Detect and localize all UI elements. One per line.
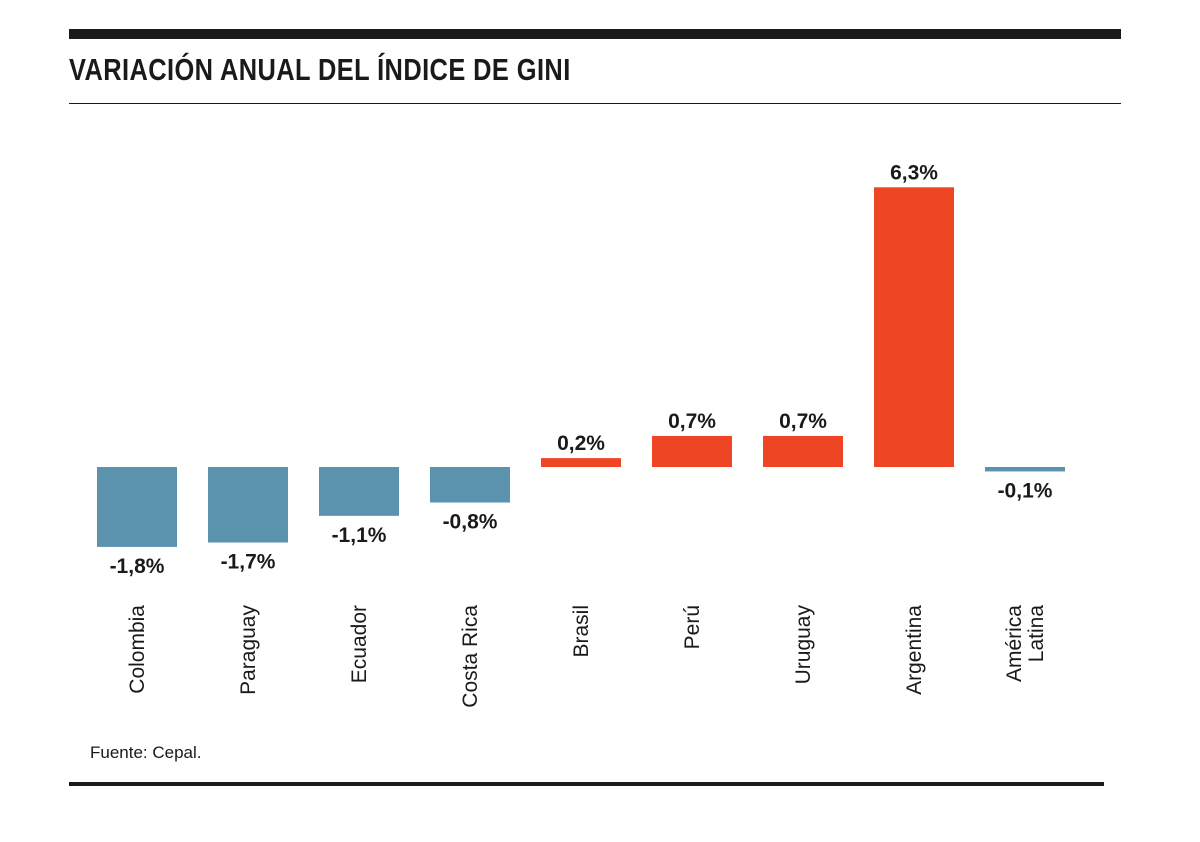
value-label-costa-rica: -0,8% [443,511,498,534]
category-label-line: Brasil [570,605,593,658]
category-label-brasil: Brasil [570,605,593,658]
bar-america-latina [985,467,1065,472]
bar-colombia [97,467,177,547]
value-label-ecuador: -1,1% [332,524,387,547]
category-label-line: Latina [1025,605,1048,663]
category-label-uruguay: Uruguay [792,605,815,685]
category-label-america-latina: América Latina [1003,605,1048,682]
category-label-argentina: Argentina [903,605,926,695]
category-label-ecuador: Ecuador [348,605,371,683]
source-note: Fuente: Cepal. [90,743,202,762]
category-label-peru: Perú [681,605,704,649]
category-label-line: Costa Rica [459,605,482,708]
value-label-colombia: -1,8% [110,555,165,578]
category-label-line: Paraguay [237,605,260,695]
value-label-peru: 0,7% [668,410,716,433]
category-label-line: Perú [681,605,704,649]
value-label-argentina: 6,3% [890,161,938,184]
bar-brasil [541,458,621,467]
bar-uruguay [763,435,843,467]
bar-ecuador [319,467,399,516]
title-rule [69,103,1121,104]
chart-title: VARIACIÓN ANUAL DEL ÍNDICE DE GINI [69,52,571,87]
top-rule [69,29,1121,39]
bar-paraguay [208,467,288,543]
bar-argentina [874,187,954,467]
category-label-line: América [1003,605,1026,682]
category-label-line: Uruguay [792,605,815,685]
category-label-line: Ecuador [348,605,371,683]
category-label-line: Argentina [903,605,926,695]
category-label-paraguay: Paraguay [237,605,260,695]
value-label-uruguay: 0,7% [779,410,827,433]
value-label-brasil: 0,2% [557,432,605,455]
bar-costa-rica [430,467,510,503]
bar-peru [652,435,732,467]
bottom-rule [69,782,1104,786]
category-label-costa-rica: Costa Rica [459,605,482,708]
category-label-line: Colombia [126,605,149,694]
value-label-paraguay: -1,7% [221,550,276,573]
value-label-america-latina: -0,1% [998,479,1053,502]
category-label-colombia: Colombia [126,605,149,694]
